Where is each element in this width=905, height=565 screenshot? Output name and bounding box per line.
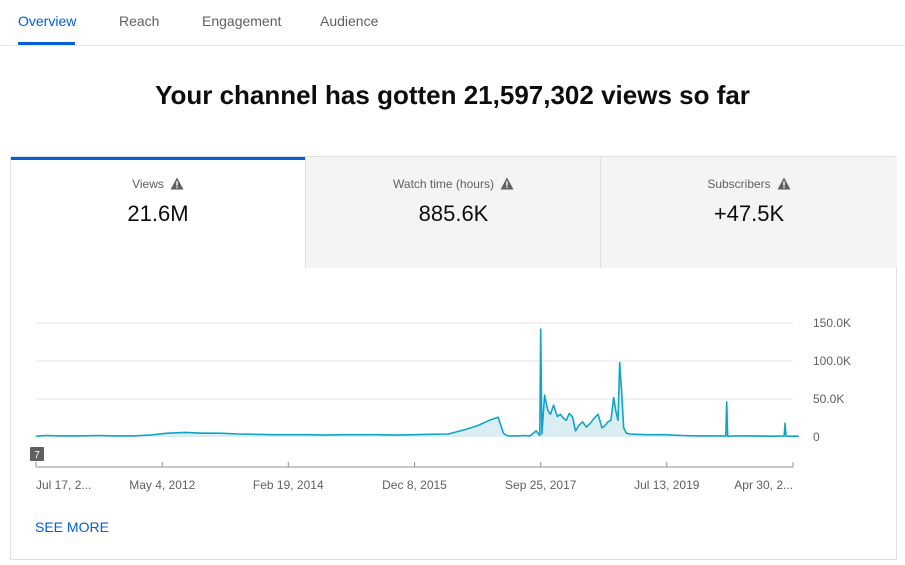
y-tick-label: 150.0K [813,316,851,330]
series-line [35,328,799,437]
metric-value-watch-time: 885.6K [418,201,489,226]
tab-bar: Overview Reach Engagement Audience [0,0,905,46]
warning-icon[interactable] [500,177,514,190]
active-tab-indicator [18,42,75,45]
chart-badge [30,447,44,461]
page-headline: Your channel has gotten 21,597,302 views… [155,80,750,110]
tab-audience[interactable]: Audience [320,13,379,29]
tab-overview[interactable]: Overview [18,13,77,29]
x-tick-label: Jul 17, 2... [36,478,91,492]
x-tick-label: Dec 8, 2015 [382,478,447,492]
x-tick-label: Sep 25, 2017 [505,478,577,492]
see-more-link[interactable]: SEE MORE [35,519,109,535]
y-tick-label: 50.0K [813,392,844,406]
x-tick-label: Jul 13, 2019 [634,478,700,492]
x-tick-label: Feb 19, 2014 [253,478,324,492]
warning-icon[interactable] [170,177,184,190]
y-tick-label: 0 [813,430,820,444]
metric-label-watch-time: Watch time (hours) [393,177,494,191]
warning-icon[interactable] [777,177,791,190]
y-tick-label: 100.0K [813,354,851,368]
metric-tab-subscribers[interactable]: Subscribers +47.5K [600,157,897,268]
x-tick-label: Apr 30, 2... [734,478,793,492]
metric-tab-watch-time[interactable]: Watch time (hours) 885.6K [305,157,601,268]
metric-label-subscribers: Subscribers [707,177,771,191]
tab-reach[interactable]: Reach [119,13,160,29]
chart-badge-label: 7 [34,450,40,461]
x-tick-label: May 4, 2012 [129,478,195,492]
metric-value-subscribers: +47.5K [713,201,785,226]
analytics-card: Views 21.6M Watch time (hours) 885.6K Su… [10,156,897,560]
metric-tab-views[interactable]: Views 21.6M [11,157,305,268]
series-area [36,329,799,437]
tab-engagement[interactable]: Engagement [202,13,282,29]
metric-label-views: Views [132,177,164,191]
metric-value-views: 21.6M [127,201,189,226]
